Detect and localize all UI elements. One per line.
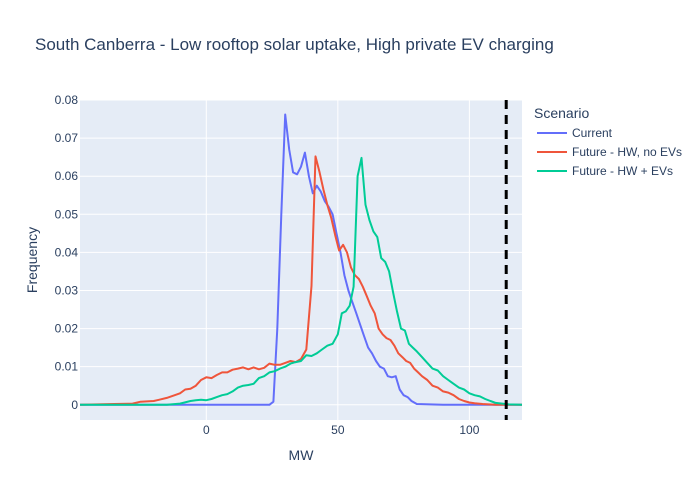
y-tick-label: 0.07 bbox=[55, 131, 79, 145]
chart-title: South Canberra - Low rooftop solar uptak… bbox=[35, 35, 554, 54]
legend-label-1: Current bbox=[572, 126, 613, 140]
grid-lines bbox=[80, 99, 522, 420]
plot-area bbox=[80, 100, 522, 420]
y-tick-label: 0 bbox=[71, 398, 78, 412]
series-line-2 bbox=[79, 155, 522, 406]
legend-label-2: Future - HW, no EVs bbox=[572, 145, 682, 159]
y-tick-label: 0.01 bbox=[55, 360, 79, 374]
y-tick-label: 0.04 bbox=[55, 245, 79, 259]
series-lines bbox=[79, 113, 523, 406]
y-tick-label: 0.06 bbox=[55, 169, 79, 183]
x-tick-labels: 0 50 100 bbox=[203, 423, 480, 437]
x-tick-label: 100 bbox=[459, 423, 479, 437]
x-tick-label: 50 bbox=[331, 423, 345, 437]
legend: Scenario Current Future - HW, no EVs Futur… bbox=[534, 105, 682, 178]
x-axis-title: MW bbox=[289, 447, 315, 463]
y-tick-label: 0.02 bbox=[55, 322, 79, 336]
y-axis-title: Frequency bbox=[24, 227, 40, 293]
series-line-1 bbox=[80, 113, 522, 406]
y-tick-label: 0.03 bbox=[55, 283, 79, 297]
y-tick-labels: 0 0.01 0.02 0.03 0.04 0.05 0.06 0.07 0.08 bbox=[55, 93, 79, 412]
y-tick-label: 0.08 bbox=[55, 93, 79, 107]
x-tick-label: 0 bbox=[203, 423, 210, 437]
legend-label-3: Future - HW + EVs bbox=[572, 164, 673, 178]
series-line-3 bbox=[80, 156, 523, 406]
y-tick-label: 0.05 bbox=[55, 207, 79, 221]
legend-title: Scenario bbox=[534, 105, 589, 121]
